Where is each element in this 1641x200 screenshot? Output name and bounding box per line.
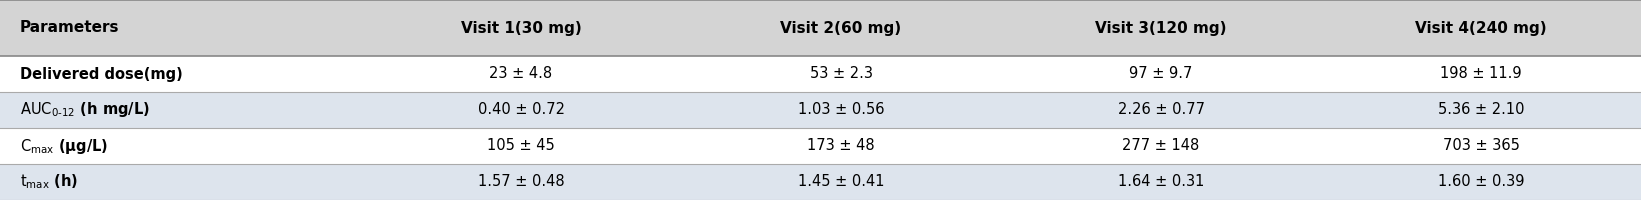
Bar [361, 56, 681, 92]
Text: 23 ± 4.8: 23 ± 4.8 [489, 66, 553, 82]
Bar [1001, 164, 1321, 200]
Bar [1001, 128, 1321, 164]
Bar [681, 164, 1001, 200]
Text: Visit 2(60 mg): Visit 2(60 mg) [781, 21, 901, 36]
Bar [0, 164, 361, 200]
Text: 1.57 ± 0.48: 1.57 ± 0.48 [478, 174, 565, 190]
Bar [1001, 92, 1321, 128]
Bar [1001, 0, 1321, 56]
Text: $\mathrm{C_{max}}$ (μg/L): $\mathrm{C_{max}}$ (μg/L) [20, 136, 108, 156]
Text: 703 ± 365: 703 ± 365 [1442, 138, 1520, 154]
Bar [0, 56, 361, 92]
Text: 5.36 ± 2.10: 5.36 ± 2.10 [1438, 102, 1524, 117]
Bar [361, 164, 681, 200]
Bar [1321, 0, 1641, 56]
Text: 97 ± 9.7: 97 ± 9.7 [1129, 66, 1193, 82]
Bar [681, 0, 1001, 56]
Text: 277 ± 148: 277 ± 148 [1122, 138, 1200, 154]
Text: 2.26 ± 0.77: 2.26 ± 0.77 [1118, 102, 1204, 117]
Bar [361, 92, 681, 128]
Text: Visit 4(240 mg): Visit 4(240 mg) [1415, 21, 1547, 36]
Bar [0, 0, 361, 56]
Text: 0.40 ± 0.72: 0.40 ± 0.72 [478, 102, 565, 117]
Bar [361, 128, 681, 164]
Bar [1321, 128, 1641, 164]
Text: 105 ± 45: 105 ± 45 [487, 138, 555, 154]
Bar [681, 128, 1001, 164]
Bar [681, 56, 1001, 92]
Text: Visit 1(30 mg): Visit 1(30 mg) [461, 21, 581, 36]
Bar [1321, 92, 1641, 128]
Text: Delivered dose(mg): Delivered dose(mg) [20, 66, 182, 82]
Text: 198 ± 11.9: 198 ± 11.9 [1441, 66, 1521, 82]
Text: $\mathrm{AUC_{0\text{-}12}}$ (h mg/L): $\mathrm{AUC_{0\text{-}12}}$ (h mg/L) [20, 100, 149, 119]
Bar [1001, 56, 1321, 92]
Text: 173 ± 48: 173 ± 48 [807, 138, 875, 154]
Text: 1.45 ± 0.41: 1.45 ± 0.41 [798, 174, 884, 190]
Bar [681, 92, 1001, 128]
Text: 1.64 ± 0.31: 1.64 ± 0.31 [1118, 174, 1204, 190]
Bar [361, 0, 681, 56]
Text: $\mathrm{t_{max}}$ (h): $\mathrm{t_{max}}$ (h) [20, 173, 77, 191]
Text: Visit 3(120 mg): Visit 3(120 mg) [1095, 21, 1227, 36]
Text: 1.03 ± 0.56: 1.03 ± 0.56 [798, 102, 884, 117]
Text: Parameters: Parameters [20, 21, 120, 36]
Bar [0, 128, 361, 164]
Bar [0, 92, 361, 128]
Bar [1321, 56, 1641, 92]
Bar [1321, 164, 1641, 200]
Text: 1.60 ± 0.39: 1.60 ± 0.39 [1438, 174, 1524, 190]
Text: 53 ± 2.3: 53 ± 2.3 [809, 66, 873, 82]
